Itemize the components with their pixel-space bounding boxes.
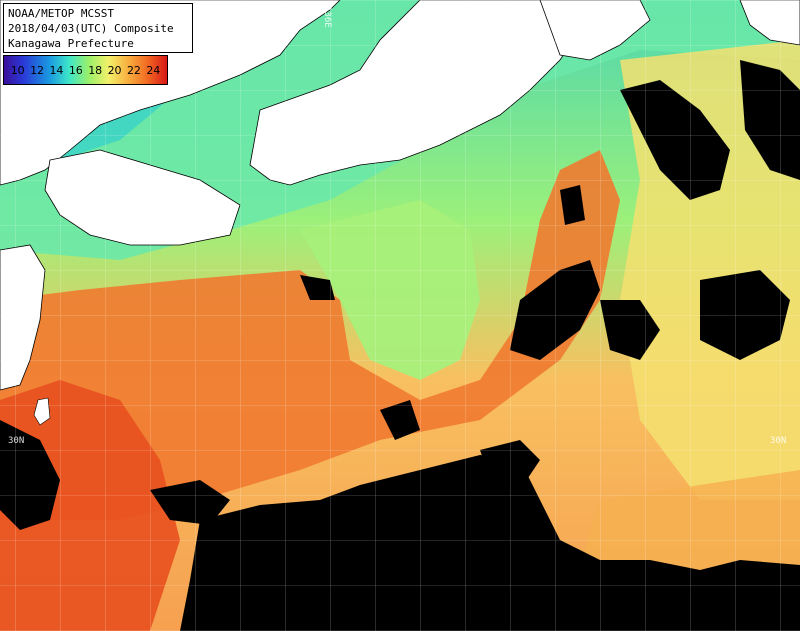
longitude-label-top: 136E	[322, 6, 332, 28]
scale-label-20: 20	[107, 63, 122, 77]
title-line-2: 2018/04/03(UTC) Composite	[8, 22, 174, 35]
scale-label-14: 14	[49, 63, 64, 77]
scale-label-24: 24	[146, 63, 161, 77]
scale-label-22: 22	[126, 63, 141, 77]
latitude-label-right: 30N	[770, 436, 787, 446]
title-box: NOAA/METOP MCSST 2018/04/03(UTC) Composi…	[3, 3, 193, 53]
temperature-color-scale: 10 12 14 16 18 20 22 24	[3, 55, 168, 85]
latitude-label-left: 30N	[8, 436, 25, 446]
scale-label-18: 18	[88, 63, 103, 77]
scale-label-10: 10	[10, 63, 25, 77]
title-line-1: NOAA/METOP MCSST	[8, 7, 114, 20]
title-line-3: Kanagawa Prefecture	[8, 37, 134, 50]
scale-label-12: 12	[30, 63, 45, 77]
scale-label-16: 16	[68, 63, 83, 77]
